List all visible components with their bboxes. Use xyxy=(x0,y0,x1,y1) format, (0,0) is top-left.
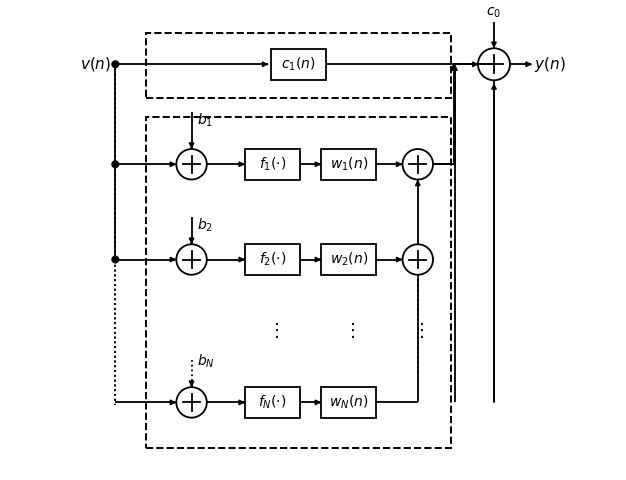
Text: $b_N$: $b_N$ xyxy=(197,352,215,370)
FancyBboxPatch shape xyxy=(321,149,376,180)
Circle shape xyxy=(112,161,119,168)
Text: $w_N(n)$: $w_N(n)$ xyxy=(329,394,369,411)
Text: $f_N(\cdot)$: $f_N(\cdot)$ xyxy=(259,394,287,411)
Text: $c_0$: $c_0$ xyxy=(486,5,501,20)
Text: $v(n)$: $v(n)$ xyxy=(80,55,111,73)
Text: $y(n)$: $y(n)$ xyxy=(535,55,566,74)
FancyBboxPatch shape xyxy=(245,387,300,418)
FancyBboxPatch shape xyxy=(321,387,376,418)
Text: $\vdots$: $\vdots$ xyxy=(343,322,355,340)
Circle shape xyxy=(112,256,119,263)
FancyBboxPatch shape xyxy=(321,244,376,275)
Text: $c_1(n)$: $c_1(n)$ xyxy=(282,56,316,73)
FancyBboxPatch shape xyxy=(245,244,300,275)
Text: $\vdots$: $\vdots$ xyxy=(412,322,424,340)
Text: $\vdots$: $\vdots$ xyxy=(267,322,279,340)
FancyBboxPatch shape xyxy=(245,149,300,180)
Text: $w_1(n)$: $w_1(n)$ xyxy=(329,156,368,173)
Text: $f_1(\cdot)$: $f_1(\cdot)$ xyxy=(259,156,286,173)
FancyBboxPatch shape xyxy=(271,49,326,80)
Text: $f_2(\cdot)$: $f_2(\cdot)$ xyxy=(259,251,286,268)
Text: $b_1$: $b_1$ xyxy=(197,112,213,129)
Text: $b_2$: $b_2$ xyxy=(197,216,213,234)
Circle shape xyxy=(112,61,119,68)
Text: $w_2(n)$: $w_2(n)$ xyxy=(329,251,368,268)
